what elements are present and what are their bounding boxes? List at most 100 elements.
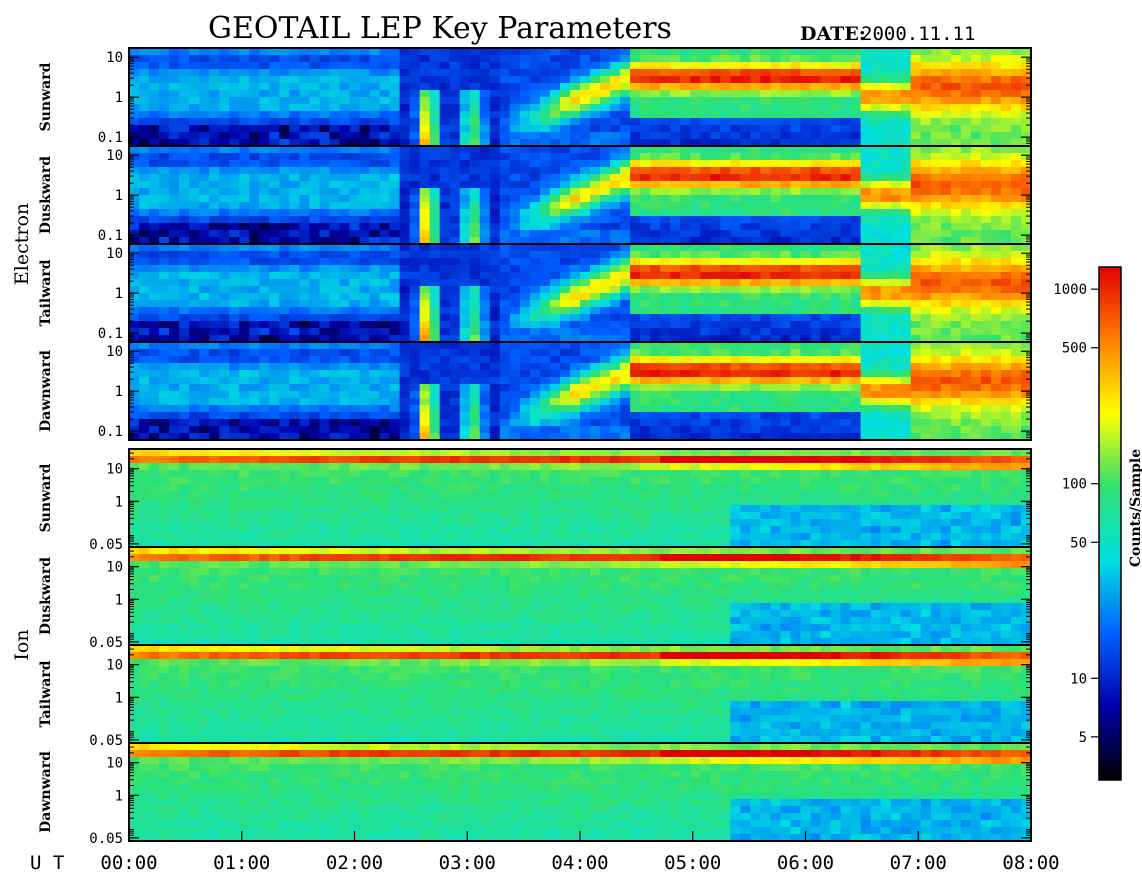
heat-cell [670,83,681,91]
heat-cell [249,405,260,413]
heat-cell [209,202,220,210]
heat-cell [460,370,471,378]
heat-cell [740,419,751,427]
heat-cell [360,111,371,119]
heat-cell [660,97,671,105]
heat-cell [390,426,401,434]
heat-cell [470,328,481,336]
heat-cell [740,286,751,294]
heat-cell [279,377,290,385]
heat-cell [640,412,651,420]
heat-cell [490,370,501,378]
heat-cell [309,244,320,252]
heat-cell [760,405,771,413]
heat-cell [159,370,170,378]
heat-cell [209,153,220,161]
heat-cell [750,293,761,301]
heat-cell [750,181,761,189]
heat-cell [149,69,160,77]
heat-cell [800,384,811,392]
heat-cell [189,174,200,182]
chart-title: GEOTAIL LEP Key Parameters [208,11,672,46]
heat-cell [811,349,822,357]
heat-cell [470,62,481,70]
heat-cell [560,412,571,420]
heat-cell [1011,258,1022,266]
heat-cell [249,174,260,182]
heat-cell [430,391,441,399]
heat-cell [490,377,501,385]
heat-cell [239,363,250,371]
heat-cell [760,356,771,364]
heat-cell [1011,76,1022,84]
heat-cell [740,55,751,63]
heat-cell [309,195,320,203]
heat-cell [149,111,160,119]
heat-cell [790,244,801,252]
heat-cell [740,363,751,371]
heat-cell [991,279,1002,287]
heat-cell [249,419,260,427]
heat-cell [410,349,421,357]
heat-cell [329,384,340,392]
heat-cell [490,174,501,182]
heat-cell [841,202,852,210]
heat-cell [760,384,771,392]
heat-cell [390,48,401,56]
heat-cell [610,398,621,406]
heat-cell [660,48,671,56]
heat-cell [480,356,491,364]
heat-cell [199,132,210,140]
heat-cell [149,118,160,126]
heat-cell [1011,230,1022,238]
heat-cell [239,314,250,322]
heat-cell [881,328,892,336]
heat-cell [981,118,992,126]
heat-cell [269,97,280,105]
heat-cell [951,195,962,203]
heat-cell [149,356,160,364]
heat-cell [470,209,481,217]
heat-cell [881,321,892,329]
heat-cell [550,90,561,98]
heat-cell [901,209,912,217]
heat-cell [841,160,852,168]
heat-cell [259,391,270,399]
heat-cell [550,363,561,371]
heat-cell [199,251,210,259]
heat-cell [279,412,290,420]
heat-cell [179,209,190,217]
heat-cell [650,174,661,182]
heat-cell [831,104,842,112]
heat-cell [811,405,822,413]
heat-cell [360,118,371,126]
heat-cell [710,426,721,434]
heat-cell [149,412,160,420]
heat-cell [169,412,180,420]
heat-cell [720,76,731,84]
heat-cell [360,132,371,140]
heat-cell [400,398,411,406]
heat-cell [370,314,381,322]
heat-cell [901,62,912,70]
heat-cell [430,69,441,77]
heat-cell [349,195,360,203]
heat-cell [520,111,531,119]
heat-cell [139,146,150,154]
heat-cell [179,356,190,364]
heat-cell [309,377,320,385]
heat-cell [249,48,260,56]
heat-cell [239,62,250,70]
heat-cell [1011,167,1022,175]
heat-cell [169,328,180,336]
heat-cell [500,216,511,224]
heat-cell [510,62,521,70]
heat-cell [951,83,962,91]
heat-cell [309,111,320,119]
heat-cell [851,104,862,112]
heat-cell [730,384,741,392]
heat-cell [500,293,511,301]
heat-cell [239,251,250,259]
heat-cell [811,419,822,427]
heat-cell [490,251,501,259]
